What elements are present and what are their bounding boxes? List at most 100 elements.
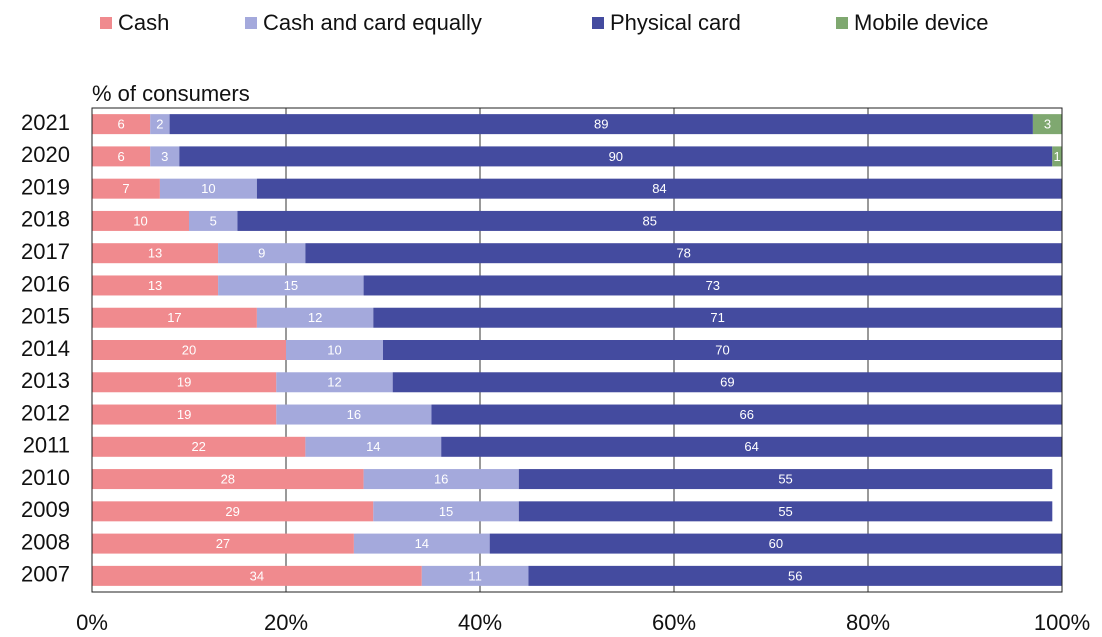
y-tick-label: 2012 xyxy=(21,400,70,425)
data-label: 13 xyxy=(148,278,162,293)
data-label: 12 xyxy=(308,310,322,325)
bar-segment xyxy=(92,501,374,522)
data-label: 11 xyxy=(468,568,482,583)
bar-segment xyxy=(92,372,277,393)
data-label: 69 xyxy=(720,375,734,390)
y-tick-label: 2019 xyxy=(21,174,70,199)
bar-segment xyxy=(92,533,354,554)
data-label: 22 xyxy=(191,439,205,454)
bar-segment xyxy=(218,275,364,296)
legend-swatch xyxy=(592,17,604,29)
y-tick-label: 2013 xyxy=(21,368,70,393)
bar-segment xyxy=(1032,114,1062,135)
legend-swatch xyxy=(245,17,257,29)
bar-segment xyxy=(92,340,286,360)
bar-segment xyxy=(276,404,432,425)
bar-segment xyxy=(276,372,393,393)
bar-segment xyxy=(237,210,1062,231)
bar-segment xyxy=(286,340,383,360)
x-tick-label: 60% xyxy=(652,610,696,635)
legend-swatch xyxy=(100,17,112,29)
data-label: 29 xyxy=(225,504,239,519)
bar-segment xyxy=(92,436,306,457)
data-label: 84 xyxy=(652,181,666,196)
data-label: 78 xyxy=(676,246,690,261)
data-label: 13 xyxy=(148,246,162,261)
bar-segment xyxy=(256,307,374,328)
bar-segment xyxy=(159,178,257,199)
data-label: 34 xyxy=(250,568,264,583)
data-label: 10 xyxy=(327,342,341,357)
data-label: 16 xyxy=(347,407,361,422)
bar-segment xyxy=(363,469,519,490)
y-tick-label: 2009 xyxy=(21,497,70,522)
bar-segment xyxy=(305,243,1062,264)
data-label: 3 xyxy=(161,149,168,164)
y-tick-label: 2017 xyxy=(21,239,70,264)
bar-segment xyxy=(189,210,238,231)
bar-segment xyxy=(353,533,490,554)
bar-segment xyxy=(441,436,1062,457)
y-tick-label: 2015 xyxy=(21,304,70,329)
bar-segment xyxy=(92,178,160,199)
x-tick-label: 80% xyxy=(846,610,890,635)
x-tick-label: 40% xyxy=(458,610,502,635)
data-label: 14 xyxy=(415,536,429,551)
y-tick-label: 2014 xyxy=(21,336,70,361)
y-tick-label: 2016 xyxy=(21,271,70,296)
y-tick-label: 2020 xyxy=(21,142,70,167)
y-tick-label: 2010 xyxy=(21,465,70,490)
bar-segment xyxy=(489,533,1062,554)
bar-segment xyxy=(218,243,306,264)
data-label: 56 xyxy=(788,568,802,583)
data-label: 28 xyxy=(221,472,235,487)
data-label: 6 xyxy=(117,149,124,164)
data-label: 19 xyxy=(177,407,191,422)
data-label: 14 xyxy=(366,439,380,454)
plot-border xyxy=(91,107,1063,593)
y-tick-label: 2007 xyxy=(21,562,70,587)
bar-segment xyxy=(431,404,1062,425)
bar-segment xyxy=(92,565,422,586)
data-label: 70 xyxy=(715,342,729,357)
data-label: 27 xyxy=(216,536,230,551)
data-label: 64 xyxy=(744,439,758,454)
legend-label: Cash and card equally xyxy=(263,10,482,35)
legend-label: Physical card xyxy=(610,10,741,35)
data-label: 71 xyxy=(710,310,724,325)
legend-label: Mobile device xyxy=(854,10,989,35)
bar-segment xyxy=(528,565,1062,586)
data-label: 3 xyxy=(1044,117,1051,132)
axis-label: % of consumers xyxy=(92,81,250,106)
y-tick-label: 2021 xyxy=(21,110,70,135)
bar-segment xyxy=(421,565,529,586)
data-label: 85 xyxy=(643,213,657,228)
data-label: 16 xyxy=(434,472,448,487)
bar-segment xyxy=(305,436,442,457)
x-tick-label: 20% xyxy=(264,610,308,635)
data-label: 55 xyxy=(778,504,792,519)
y-tick-label: 2008 xyxy=(21,529,70,554)
bar-segment xyxy=(169,114,1033,135)
data-label: 10 xyxy=(133,213,147,228)
data-label: 1 xyxy=(1054,149,1061,164)
bar-segment xyxy=(92,307,257,328)
bar-segment xyxy=(92,210,189,231)
data-label: 7 xyxy=(122,181,129,196)
x-tick-label: 100% xyxy=(1034,610,1090,635)
data-label: 19 xyxy=(177,375,191,390)
bar-segment xyxy=(179,146,1053,167)
bar-segment xyxy=(92,275,219,296)
bar-segment xyxy=(518,469,1053,490)
bar-segment xyxy=(150,114,170,135)
bar-segment xyxy=(373,501,519,522)
data-label: 66 xyxy=(740,407,754,422)
bar-segment xyxy=(92,114,151,135)
data-label: 15 xyxy=(284,278,298,293)
x-tick-label: 0% xyxy=(76,610,108,635)
bar-segment xyxy=(392,372,1062,393)
data-label: 60 xyxy=(769,536,783,551)
bar-segment xyxy=(150,146,180,167)
bar-segment xyxy=(92,469,364,490)
